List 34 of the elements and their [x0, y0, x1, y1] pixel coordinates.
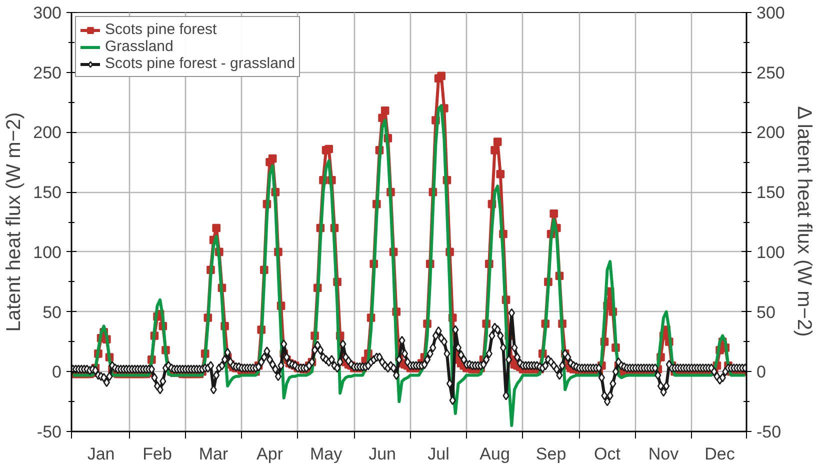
- x-tick-label: Jul: [428, 444, 450, 464]
- y2-axis-title: Δ latent heat flux (W m−2): [792, 106, 815, 337]
- legend-label: Scots pine forest: [105, 21, 217, 38]
- y-axis-title: Latent heat flux (W m−2): [3, 112, 26, 332]
- y-tick-label: 100: [33, 242, 62, 262]
- x-tick-label: Nov: [648, 444, 680, 464]
- x-tick-label: Feb: [142, 444, 172, 464]
- x-tick-label: May: [310, 444, 343, 464]
- x-tick-label: Apr: [256, 444, 284, 464]
- y2-tick-label: -50: [756, 422, 782, 442]
- y-tick-label: -50: [36, 422, 62, 442]
- y2-tick-label: 300: [756, 4, 785, 22]
- x-tick-label: Oct: [594, 444, 621, 464]
- y-tick-label: 0: [52, 362, 62, 382]
- y2-tick-label: 250: [756, 63, 785, 82]
- legend-label: Grassland: [105, 38, 174, 55]
- y2-tick-label: 100: [756, 242, 785, 262]
- x-tick-label: Jan: [87, 444, 115, 464]
- line-series: [72, 104, 746, 428]
- y2-tick-label: 150: [756, 183, 785, 202]
- x-tick-label: Dec: [704, 444, 736, 464]
- y2-tick-label: 0: [756, 362, 766, 382]
- y-tick-label: 150: [33, 183, 62, 202]
- y-tick-label: 200: [33, 123, 62, 142]
- x-tick-label: Mar: [198, 444, 229, 464]
- y-tick-label: 300: [33, 4, 62, 22]
- y-tick-label: 50: [42, 302, 62, 322]
- x-tick-label: Aug: [480, 444, 510, 464]
- y2-tick-label: 200: [756, 123, 785, 142]
- y2-tick-label: 50: [756, 302, 776, 322]
- x-tick-label: Jun: [368, 444, 396, 464]
- y-tick-label: 250: [33, 63, 62, 82]
- legend-label: Scots pine forest - grassland: [105, 55, 296, 72]
- x-tick-label: Sep: [536, 444, 566, 464]
